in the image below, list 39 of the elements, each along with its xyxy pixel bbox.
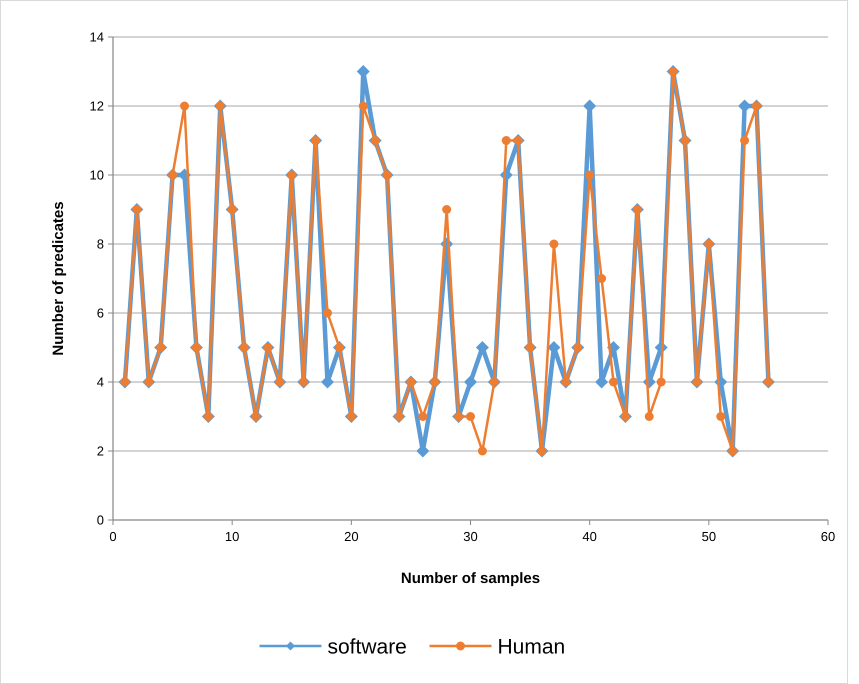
- x-tick-label: 10: [224, 529, 240, 544]
- point: [478, 446, 487, 456]
- y-tick-label: 6: [96, 306, 104, 321]
- y-tick-label: 8: [96, 236, 104, 252]
- point: [502, 136, 511, 145]
- point: [609, 378, 618, 386]
- x-tick-label: 40: [582, 529, 597, 544]
- point: [418, 412, 428, 421]
- x-tick-label: 50: [702, 529, 716, 544]
- point: [716, 412, 726, 421]
- x-tick-label: 30: [463, 529, 478, 544]
- point: [740, 136, 750, 145]
- point: [595, 376, 608, 388]
- y-tick-label: 10: [90, 168, 104, 183]
- point: [180, 102, 189, 110]
- point: [585, 170, 594, 180]
- legend-label: software: [328, 635, 407, 658]
- y-axis-title: Number of predicates: [50, 201, 67, 356]
- point: [323, 308, 332, 318]
- x-axis-title: Number of samples: [400, 570, 540, 587]
- point: [656, 378, 666, 386]
- point: [442, 205, 452, 214]
- point: [549, 240, 558, 248]
- point: [583, 100, 596, 112]
- y-tick-label: 2: [96, 444, 104, 459]
- point: [358, 102, 368, 110]
- x-tick-label: 20: [344, 529, 359, 544]
- y-tick-label: 4: [96, 374, 104, 390]
- y-tick-label: 0: [96, 512, 104, 528]
- y-tick-label: 12: [90, 98, 104, 114]
- point: [597, 274, 606, 283]
- point: [466, 412, 475, 421]
- point: [464, 376, 477, 388]
- point: [356, 65, 370, 78]
- x-tick-label: 60: [820, 529, 836, 544]
- point: [644, 412, 654, 421]
- x-tick-label: 0: [109, 529, 117, 544]
- legend-label: Human: [498, 635, 566, 658]
- y-tick-label: 14: [90, 30, 104, 45]
